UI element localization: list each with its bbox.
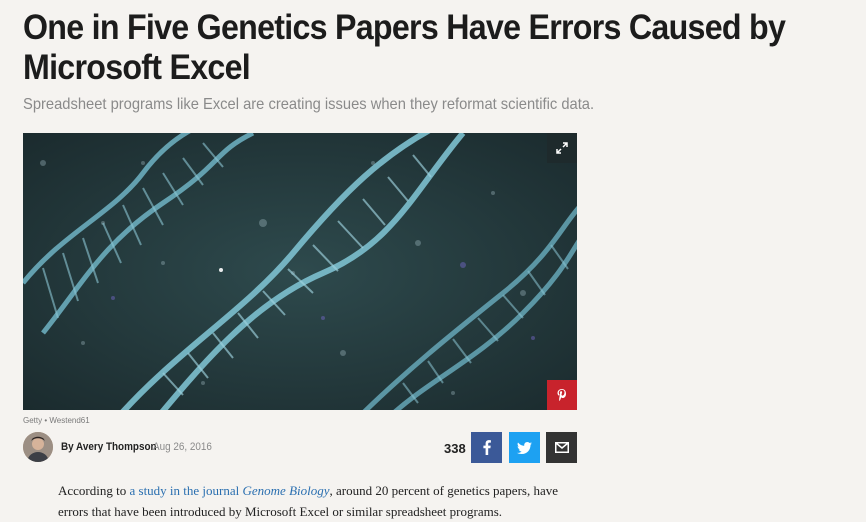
article-headline: One in Five Genetics Papers Have Errors … xyxy=(23,8,786,87)
journal-name: Genome Biology xyxy=(242,483,330,498)
facebook-icon xyxy=(482,440,491,455)
author-name[interactable]: By Avery Thompson xyxy=(61,441,157,453)
expand-icon xyxy=(556,142,568,154)
study-link-text: a study in the journal xyxy=(129,483,243,498)
author-avatar[interactable] xyxy=(23,432,53,462)
hero-image[interactable] xyxy=(23,133,577,410)
article-body-paragraph: According to a study in the journal Geno… xyxy=(58,480,578,522)
email-share-button[interactable] xyxy=(546,432,577,463)
body-text-before: According to xyxy=(58,483,130,498)
study-link[interactable]: a study in the journal Genome Biology xyxy=(129,483,329,498)
pinterest-button[interactable] xyxy=(547,380,577,410)
publish-date: Aug 26, 2016 xyxy=(153,441,212,453)
dna-illustration xyxy=(23,133,577,410)
share-count: 338 xyxy=(444,441,466,456)
facebook-share-button[interactable] xyxy=(471,432,502,463)
twitter-icon xyxy=(517,441,532,454)
expand-button[interactable] xyxy=(547,133,577,163)
twitter-share-button[interactable] xyxy=(509,432,540,463)
author-name-text: Avery Thompson xyxy=(76,441,157,453)
image-credit: Getty • Westend61 xyxy=(23,416,90,425)
pinterest-icon xyxy=(557,389,566,401)
article-subheadline: Spreadsheet programs like Excel are crea… xyxy=(23,96,595,113)
byline: By Avery Thompson Aug 26, 2016 338 xyxy=(23,432,577,463)
author-prefix: By xyxy=(61,441,74,453)
avatar-image xyxy=(23,432,53,462)
email-icon xyxy=(554,442,569,453)
body-text-after: , around 20 percent of genetics papers, … xyxy=(58,483,559,519)
